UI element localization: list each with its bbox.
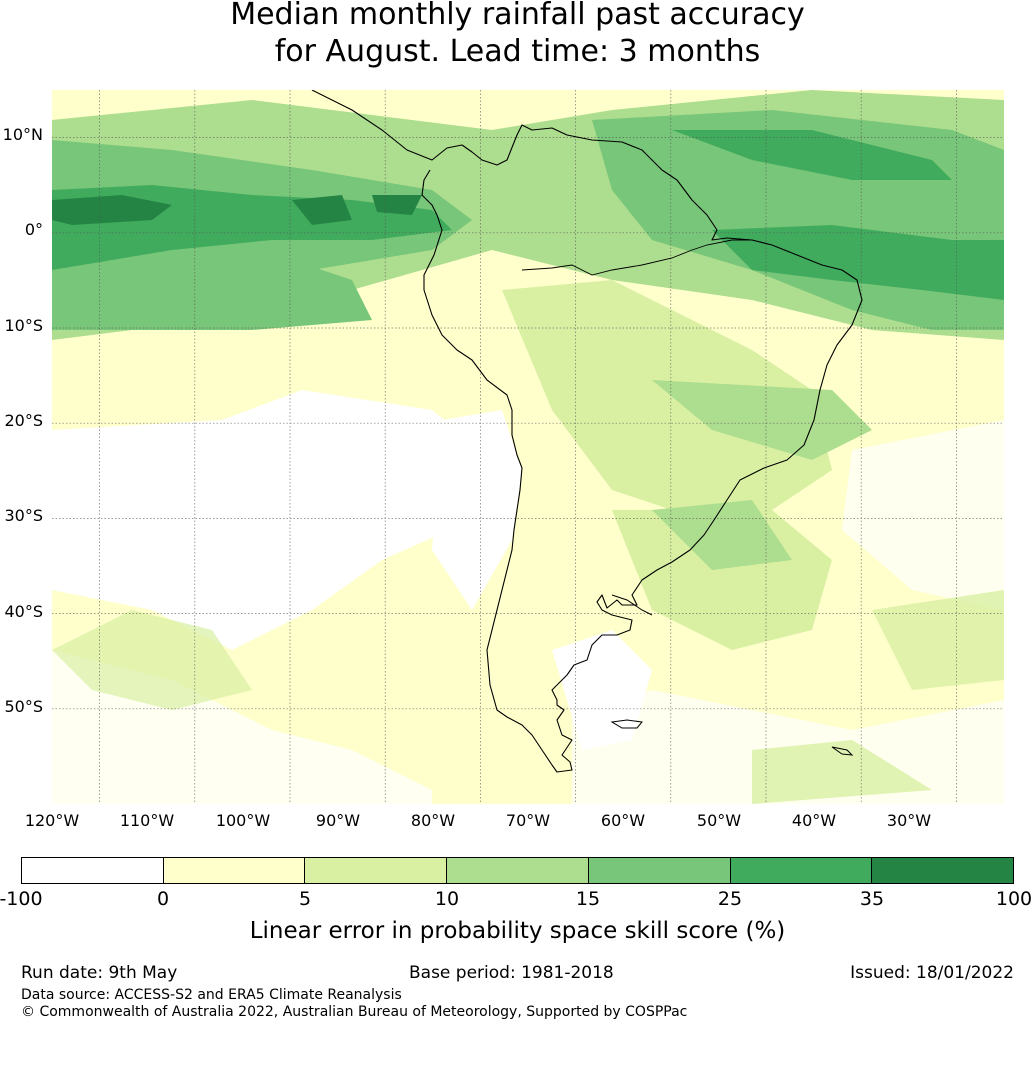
chart-title-line-2: for August. Lead time: 3 months bbox=[274, 34, 761, 69]
skill-35-100-pacific-hotspot-1 bbox=[52, 195, 172, 225]
colorbar-segment-25-to-35 bbox=[730, 858, 873, 883]
amazon-river bbox=[521, 239, 752, 276]
colorbar-tick-neg100: -100 bbox=[0, 888, 43, 910]
colorbar-tick-0: 0 bbox=[156, 888, 170, 910]
skill-25-35-atlantic-core bbox=[712, 225, 1004, 300]
skill-35-100-pacific-hotspot-3 bbox=[372, 195, 422, 215]
lat-label-10n: 10°N bbox=[2, 125, 43, 144]
skill-5-10-region-5 bbox=[752, 740, 932, 804]
colorbar-tick-10: 10 bbox=[434, 888, 460, 910]
base-period: Base period: 1981-2018 bbox=[409, 963, 614, 983]
lon-label-100w: 100°W bbox=[215, 811, 271, 830]
south-georgia bbox=[831, 746, 854, 756]
colorbar-segment-5-to-10 bbox=[305, 858, 448, 883]
falkland-islands bbox=[610, 719, 643, 729]
lat-label-40s: 40°S bbox=[4, 602, 43, 621]
lat-label-0: 0° bbox=[24, 220, 43, 239]
colorbar-label: Linear error in probability space skill … bbox=[249, 918, 786, 944]
low-skill-region-west bbox=[52, 390, 482, 650]
run-date: Run date: 9th May bbox=[21, 963, 178, 983]
graticule bbox=[52, 90, 1004, 804]
data-source: Data source: ACCESS-S2 and ERA5 Climate … bbox=[21, 987, 402, 1003]
skill-5-10-region-1 bbox=[502, 280, 832, 520]
issued-date: Issued: 18/01/2022 bbox=[850, 963, 1014, 983]
colorbar-segment--100-to-0 bbox=[22, 858, 164, 883]
lat-label-20s: 20°S bbox=[4, 411, 43, 430]
skill-5-10-region-3 bbox=[52, 610, 252, 710]
colorbar-tick-25: 25 bbox=[717, 888, 743, 910]
lat-label-10s: 10°S bbox=[4, 316, 43, 335]
lon-label-60w: 60°W bbox=[600, 811, 646, 830]
lon-label-90w: 90°W bbox=[315, 811, 361, 830]
skill-10-15-east-brazil bbox=[652, 380, 872, 460]
skill-10-15-south-brazil bbox=[652, 500, 792, 570]
colorbar-segment-0-to-5 bbox=[163, 858, 306, 883]
rio-de-la-plata bbox=[611, 594, 653, 616]
skill-35-100-pacific-hotspot-2 bbox=[292, 195, 352, 225]
colorbar-tick-100: 100 bbox=[995, 888, 1033, 910]
lon-label-70w: 70°W bbox=[505, 811, 551, 830]
colorbar-tick-15: 15 bbox=[575, 888, 601, 910]
skill-5-10-region-4 bbox=[872, 590, 1004, 690]
skill-25-35-northern-core bbox=[672, 130, 952, 180]
lon-label-30w: 30°W bbox=[886, 811, 932, 830]
low-skill-region-chile-coast bbox=[432, 410, 522, 610]
colorbar-segment-35-to-100 bbox=[872, 858, 1014, 883]
colorbar-tick-35: 35 bbox=[859, 888, 885, 910]
colorbar bbox=[21, 857, 1014, 884]
lat-label-30s: 30°S bbox=[4, 506, 43, 525]
colorbar-segment-15-to-25 bbox=[588, 858, 731, 883]
lon-label-50w: 50°W bbox=[696, 811, 742, 830]
copyright: © Commonwealth of Australia 2022, Austra… bbox=[21, 1004, 688, 1020]
chart-title-line-1: Median monthly rainfall past accuracy bbox=[230, 0, 805, 32]
south-america-coastline bbox=[311, 90, 863, 773]
lon-label-40w: 40°W bbox=[791, 811, 837, 830]
lon-label-110w: 110°W bbox=[119, 811, 175, 830]
skill-score-map bbox=[52, 90, 1004, 804]
lon-label-80w: 80°W bbox=[410, 811, 456, 830]
colorbar-tick-5: 5 bbox=[298, 888, 312, 910]
lon-label-120w: 120°W bbox=[24, 811, 80, 830]
colorbar-segment-10-to-15 bbox=[447, 858, 589, 883]
low-skill-region-east bbox=[842, 420, 1004, 610]
lat-label-50s: 50°S bbox=[4, 697, 43, 716]
